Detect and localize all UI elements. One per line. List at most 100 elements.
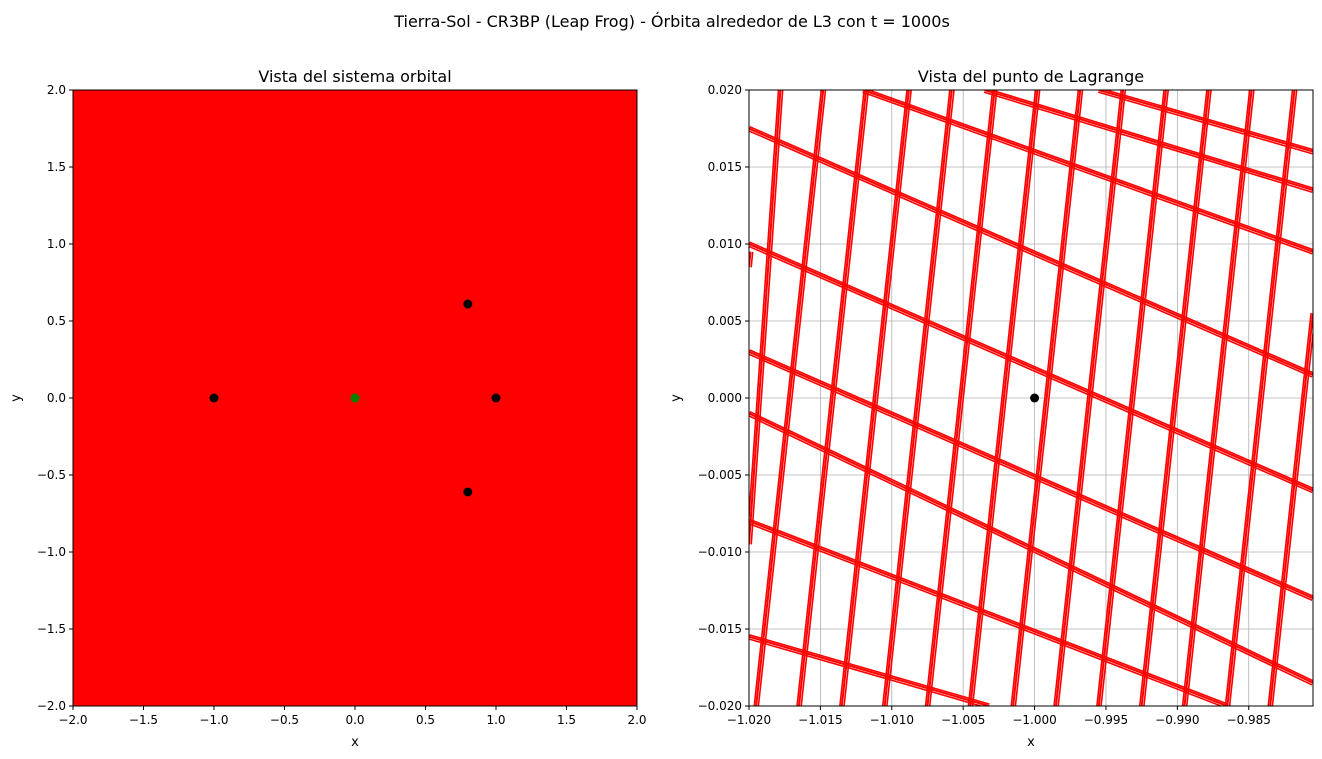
y-tick-label: −0.010 — [698, 545, 742, 559]
orbit-segment — [749, 90, 780, 529]
x-tick-label: −0.5 — [270, 713, 299, 727]
orbit-segment — [1267, 313, 1312, 706]
orbit-segment — [749, 520, 1228, 706]
y-tick-label: −0.015 — [698, 622, 742, 636]
y-tick-label: 2.0 — [47, 83, 66, 97]
orbit-segment — [988, 90, 1313, 189]
orbit-segment — [1098, 90, 1313, 153]
y-tick-label: −0.005 — [698, 468, 742, 482]
orbit-segment — [967, 90, 1037, 706]
orbital-system-xlabel: x — [351, 735, 359, 750]
orbit-segment — [1271, 326, 1313, 706]
orbit-segment — [1012, 90, 1082, 706]
y-tick-label: −2.0 — [37, 699, 66, 713]
figure-suptitle: Tierra-Sol - CR3BP (Leap Frog) - Órbita … — [393, 12, 950, 31]
x-tick-label: −0.990 — [1155, 713, 1199, 727]
orbit-segment — [1269, 313, 1313, 706]
x-tick-label: −1.0 — [199, 713, 228, 727]
orbit-segment — [749, 245, 1313, 494]
orbit-segment — [749, 126, 1313, 374]
orbit-segment — [1054, 90, 1125, 706]
x-tick-label: 0.0 — [345, 713, 364, 727]
lagrange-point-title: Vista del punto de Lagrange — [918, 67, 1144, 86]
orbit-segment — [1014, 90, 1084, 706]
x-tick-label: 1.0 — [486, 713, 505, 727]
orbit-segment — [1057, 90, 1127, 706]
y-tick-label: −1.5 — [37, 622, 66, 636]
orbit-segment — [983, 91, 1313, 194]
y-tick-label: 0.005 — [708, 314, 742, 328]
x-tick-label: 0.5 — [416, 713, 435, 727]
y-tick-label: 0.0 — [47, 391, 66, 405]
orbit-segment — [924, 90, 994, 706]
orbit-segment — [883, 90, 953, 706]
orbit-segment — [862, 90, 1313, 253]
orbit-segment — [749, 412, 1313, 684]
x-tick-label: −0.995 — [1084, 713, 1128, 727]
orbit-segment — [749, 241, 1313, 490]
orbit-segment — [984, 90, 1313, 192]
orbit-segment — [1102, 90, 1313, 151]
orbit-segment — [749, 638, 984, 706]
orbit-segment — [1226, 90, 1296, 706]
x-tick-label: −1.020 — [727, 713, 771, 727]
orbit-segment — [886, 90, 955, 706]
orbit-segment — [926, 90, 996, 706]
y-tick-label: 0.000 — [708, 391, 742, 405]
x-tick-label: −2.0 — [58, 713, 87, 727]
x-tick-label: −1.005 — [941, 713, 985, 727]
orbit-segment — [1143, 90, 1212, 706]
orbit-segment — [749, 635, 990, 706]
orbit-segment — [866, 90, 1313, 251]
body-point — [463, 487, 473, 497]
orbit-segment — [1140, 90, 1210, 706]
orbit-segment — [755, 90, 825, 706]
lagrange-plot-area — [749, 90, 1313, 706]
x-tick-label: −1.010 — [870, 713, 914, 727]
orbit-segment — [757, 90, 827, 706]
orbit-segment — [749, 127, 1313, 376]
orbit-segment — [1224, 90, 1294, 706]
lagrange-point-marker — [1030, 393, 1040, 403]
orbit-segment — [749, 251, 750, 255]
orbit-segment — [1053, 90, 1122, 706]
body-point — [463, 299, 473, 309]
y-tick-label: 0.020 — [708, 83, 742, 97]
orbit-segment — [749, 349, 1313, 597]
orbital-system-ylabel: y — [9, 394, 24, 402]
orbital-system-title: Vista del sistema orbital — [258, 67, 451, 86]
body-point — [350, 393, 360, 403]
orbit-segment — [749, 522, 1224, 706]
lagrange-point-axes: Vista del punto de Lagrange x y −1.020 −1… — [669, 67, 1314, 750]
orbit-segment — [800, 90, 870, 706]
y-tick-label: 0.010 — [708, 237, 742, 251]
orbit-segment — [971, 90, 1041, 706]
orbit-segment — [749, 243, 1313, 492]
y-tick-label: −0.5 — [37, 468, 66, 482]
orbit-segment — [881, 90, 951, 706]
orbit-segment — [1185, 90, 1255, 706]
body-point — [491, 393, 501, 403]
orbit-segment — [749, 414, 1313, 686]
orbit-segment — [750, 251, 754, 268]
orbit-segment — [750, 90, 784, 545]
x-tick-label: −1.015 — [798, 713, 842, 727]
lagrange-point-ylabel: y — [669, 394, 684, 402]
orbit-segment — [749, 518, 1229, 705]
orbit-segment — [749, 353, 1313, 601]
orbital-system-axes: Vista del sistema orbital x y −2.0 −1.5 −1… — [9, 67, 647, 750]
orbit-segment — [749, 350, 1313, 600]
orbit-segment — [797, 90, 868, 706]
y-tick-label: 1.5 — [47, 160, 66, 174]
orbit-segment — [749, 90, 782, 545]
lagrange-point-xlabel: x — [1027, 735, 1035, 750]
orbit-segment — [1183, 90, 1253, 706]
orbit-segment — [1181, 90, 1251, 706]
x-tick-label: −1.5 — [129, 713, 158, 727]
x-tick-label: −0.985 — [1227, 713, 1271, 727]
orbit-segment — [969, 90, 1039, 706]
orbit-segment — [749, 130, 1313, 378]
orbit-segment — [1097, 91, 1313, 155]
y-tick-label: −0.020 — [698, 699, 742, 713]
